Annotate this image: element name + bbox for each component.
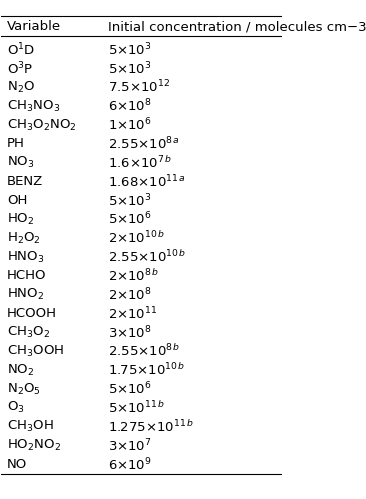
Text: 5×10$^3$: 5×10$^3$	[108, 60, 152, 77]
Text: 7.5×10$^{12}$: 7.5×10$^{12}$	[108, 79, 170, 96]
Text: HO$_2$NO$_2$: HO$_2$NO$_2$	[7, 438, 61, 453]
Text: 1×10$^6$: 1×10$^6$	[108, 117, 152, 133]
Text: O$_3$: O$_3$	[7, 400, 25, 416]
Text: Variable: Variable	[7, 20, 61, 33]
Text: CH$_3$OH: CH$_3$OH	[7, 419, 54, 434]
Text: 2×10$^{10\,b}$: 2×10$^{10\,b}$	[108, 230, 165, 246]
Text: Initial concentration / molecules cm−3: Initial concentration / molecules cm−3	[108, 20, 366, 33]
Text: NO$_2$: NO$_2$	[7, 363, 34, 378]
Text: N$_2$O: N$_2$O	[7, 80, 35, 95]
Text: NO: NO	[7, 458, 27, 471]
Text: 5×10$^6$: 5×10$^6$	[108, 381, 152, 397]
Text: O$^1$D: O$^1$D	[7, 41, 35, 58]
Text: HNO$_3$: HNO$_3$	[7, 250, 45, 264]
Text: 2.55×10$^{8\,a}$: 2.55×10$^{8\,a}$	[108, 136, 180, 152]
Text: N$_2$O$_5$: N$_2$O$_5$	[7, 382, 41, 397]
Text: 2×10$^{8\,b}$: 2×10$^{8\,b}$	[108, 268, 159, 284]
Text: 2×10$^8$: 2×10$^8$	[108, 286, 152, 303]
Text: 5×10$^3$: 5×10$^3$	[108, 192, 152, 209]
Text: O$^3$P: O$^3$P	[7, 60, 33, 77]
Text: 3×10$^7$: 3×10$^7$	[108, 437, 152, 454]
Text: 5×10$^{11\,b}$: 5×10$^{11\,b}$	[108, 400, 165, 416]
Text: CH$_3$NO$_3$: CH$_3$NO$_3$	[7, 99, 60, 114]
Text: PH: PH	[7, 137, 25, 151]
Text: CH$_3$O$_2$: CH$_3$O$_2$	[7, 325, 50, 340]
Text: OH: OH	[7, 194, 27, 207]
Text: 6×10$^8$: 6×10$^8$	[108, 98, 152, 115]
Text: 2.55×10$^{8\,b}$: 2.55×10$^{8\,b}$	[108, 343, 180, 359]
Text: 3×10$^8$: 3×10$^8$	[108, 324, 152, 341]
Text: H$_2$O$_2$: H$_2$O$_2$	[7, 231, 41, 246]
Text: 5×10$^3$: 5×10$^3$	[108, 41, 152, 58]
Text: 2.55×10$^{10\,b}$: 2.55×10$^{10\,b}$	[108, 249, 186, 265]
Text: HO$_2$: HO$_2$	[7, 212, 34, 227]
Text: 6×10$^9$: 6×10$^9$	[108, 456, 152, 473]
Text: HNO$_2$: HNO$_2$	[7, 287, 44, 302]
Text: 1.75×10$^{10\,b}$: 1.75×10$^{10\,b}$	[108, 362, 185, 378]
Text: HCOOH: HCOOH	[7, 307, 57, 320]
Text: CH$_3$OOH: CH$_3$OOH	[7, 344, 64, 359]
Text: 5×10$^6$: 5×10$^6$	[108, 211, 152, 228]
Text: BENZ: BENZ	[7, 175, 43, 188]
Text: CH$_3$O$_2$NO$_2$: CH$_3$O$_2$NO$_2$	[7, 118, 77, 133]
Text: 2×10$^{11}$: 2×10$^{11}$	[108, 305, 157, 322]
Text: 1.6×10$^{7\,b}$: 1.6×10$^{7\,b}$	[108, 155, 172, 171]
Text: 1.68×10$^{11\,a}$: 1.68×10$^{11\,a}$	[108, 173, 186, 190]
Text: HCHO: HCHO	[7, 269, 46, 282]
Text: 1.275×10$^{11\,b}$: 1.275×10$^{11\,b}$	[108, 419, 194, 435]
Text: NO$_3$: NO$_3$	[7, 155, 34, 170]
